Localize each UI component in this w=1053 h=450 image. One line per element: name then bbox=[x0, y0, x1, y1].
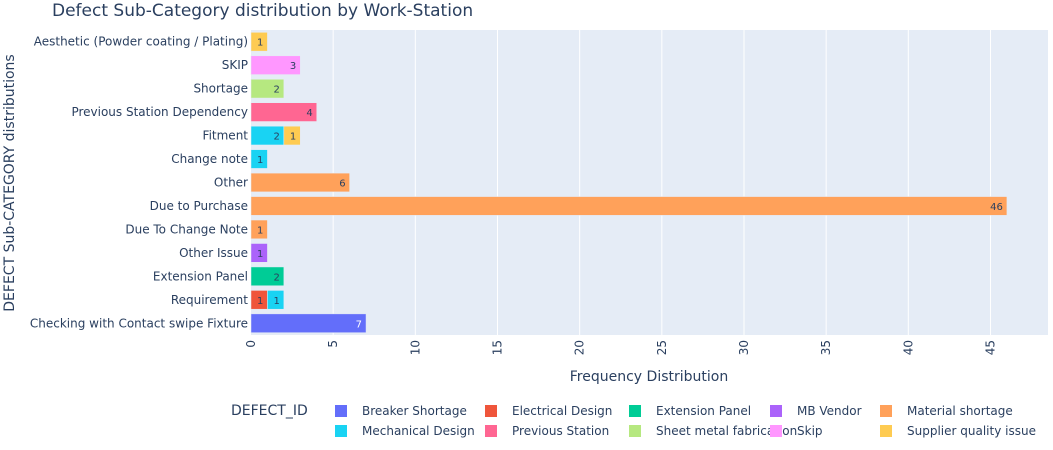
y-tick-label: Checking with Contact swipe Fixture bbox=[30, 316, 248, 330]
y-tick-label: Requirement bbox=[171, 293, 248, 307]
x-tick-label: 10 bbox=[408, 340, 422, 355]
y-tick-label: Other Issue bbox=[179, 246, 248, 260]
bar-value-label: 1 bbox=[290, 132, 296, 143]
x-tick-label: 5 bbox=[326, 340, 340, 348]
y-tick-label: Other bbox=[214, 176, 248, 190]
gridlines bbox=[332, 30, 991, 335]
bar-value-label: 7 bbox=[356, 319, 362, 330]
bar-value-label: 2 bbox=[273, 85, 279, 96]
bar bbox=[250, 196, 1008, 216]
chart-title: Defect Sub-Category distribution by Work… bbox=[52, 1, 473, 21]
x-tick-label: 30 bbox=[737, 340, 751, 355]
y-tick-label: Previous Station Dependency bbox=[71, 105, 248, 119]
legend-item-label[interactable]: Sheet metal fabrication bbox=[656, 424, 797, 438]
bar-value-label: 46 bbox=[990, 202, 1003, 213]
legend-item-label[interactable]: Supplier quality issue bbox=[907, 424, 1036, 438]
x-tick-label: 20 bbox=[573, 340, 587, 355]
x-tick-label: 0 bbox=[244, 340, 258, 348]
legend-item-label[interactable]: Electrical Design bbox=[512, 404, 612, 418]
legend-swatch[interactable] bbox=[335, 425, 347, 437]
bar bbox=[250, 32, 268, 52]
bar-value-label: 4 bbox=[306, 108, 312, 119]
bar-value-label: 1 bbox=[273, 296, 279, 307]
bar bbox=[267, 290, 285, 310]
x-tick-label: 35 bbox=[819, 340, 833, 355]
legend-swatch[interactable] bbox=[485, 425, 497, 437]
bar-value-label: 2 bbox=[273, 272, 279, 283]
y-tick-label: Extension Panel bbox=[153, 269, 248, 283]
bar-value-label: 1 bbox=[257, 296, 263, 307]
legend-item-label[interactable]: Previous Station bbox=[512, 424, 609, 438]
bar bbox=[250, 102, 317, 122]
legend-item-label[interactable]: Breaker Shortage bbox=[362, 404, 467, 418]
bar-value-label: 1 bbox=[257, 225, 263, 236]
x-tick-label: 25 bbox=[655, 340, 669, 355]
bar-value-label: 1 bbox=[257, 38, 263, 49]
y-tick-label: Aesthetic (Powder coating / Plating) bbox=[34, 35, 248, 49]
y-axis-title: DEFECT Sub-CATEGORY distributions bbox=[2, 54, 18, 311]
y-tick-label: SKIP bbox=[222, 58, 248, 72]
y-tick-label: Shortage bbox=[193, 82, 248, 96]
bar-value-label: 1 bbox=[257, 155, 263, 166]
bar bbox=[250, 79, 285, 99]
y-tick-label: Due to Purchase bbox=[150, 199, 248, 213]
legend-item-label[interactable]: MB Vendor bbox=[797, 404, 862, 418]
legend-title: DEFECT_ID bbox=[231, 403, 308, 419]
y-axis-ticks: Aesthetic (Powder coating / Plating) SKIP… bbox=[30, 35, 248, 331]
bar bbox=[250, 243, 268, 263]
bars bbox=[250, 32, 1008, 333]
bar-value-label: 1 bbox=[257, 249, 263, 260]
legend-item-label[interactable]: Material shortage bbox=[907, 404, 1013, 418]
y-tick-label: Due To Change Note bbox=[125, 222, 248, 236]
y-tick-label: Fitment bbox=[203, 129, 249, 143]
bar bbox=[283, 125, 301, 146]
bar bbox=[250, 55, 301, 75]
bar bbox=[250, 266, 285, 286]
legend-swatch[interactable] bbox=[629, 405, 641, 417]
bar-value-label: 3 bbox=[290, 61, 296, 72]
legend-swatch[interactable] bbox=[770, 405, 782, 417]
plot-area bbox=[251, 30, 1048, 335]
legend-swatch[interactable] bbox=[629, 425, 641, 437]
legend-swatch[interactable] bbox=[770, 425, 782, 437]
legend-item-label[interactable]: Extension Panel bbox=[656, 404, 751, 418]
legend-item-label[interactable]: Mechanical Design bbox=[362, 424, 475, 438]
legend-swatch[interactable] bbox=[880, 405, 892, 417]
bar bbox=[250, 219, 268, 240]
bar bbox=[250, 172, 350, 193]
legend-swatch[interactable] bbox=[335, 405, 347, 417]
legend-item-label[interactable]: Skip bbox=[797, 424, 823, 438]
x-axis-ticks: 0 5 10 15 20 25 30 35 40 45 bbox=[244, 340, 997, 355]
x-tick-label: 15 bbox=[490, 340, 504, 355]
x-axis-title: Frequency Distribution bbox=[570, 369, 728, 385]
legend-swatch[interactable] bbox=[880, 425, 892, 437]
bar-value-label: 6 bbox=[339, 179, 345, 190]
bar-value-label: 2 bbox=[273, 132, 279, 143]
y-tick-label: Change note bbox=[171, 152, 248, 166]
x-tick-label: 40 bbox=[901, 340, 915, 355]
x-tick-label: 45 bbox=[983, 340, 997, 355]
bar bbox=[250, 149, 268, 169]
bar bbox=[250, 313, 367, 333]
legend: DEFECT_ID Breaker Shortage Electrical Des… bbox=[231, 403, 1036, 438]
legend-swatch[interactable] bbox=[485, 405, 497, 417]
